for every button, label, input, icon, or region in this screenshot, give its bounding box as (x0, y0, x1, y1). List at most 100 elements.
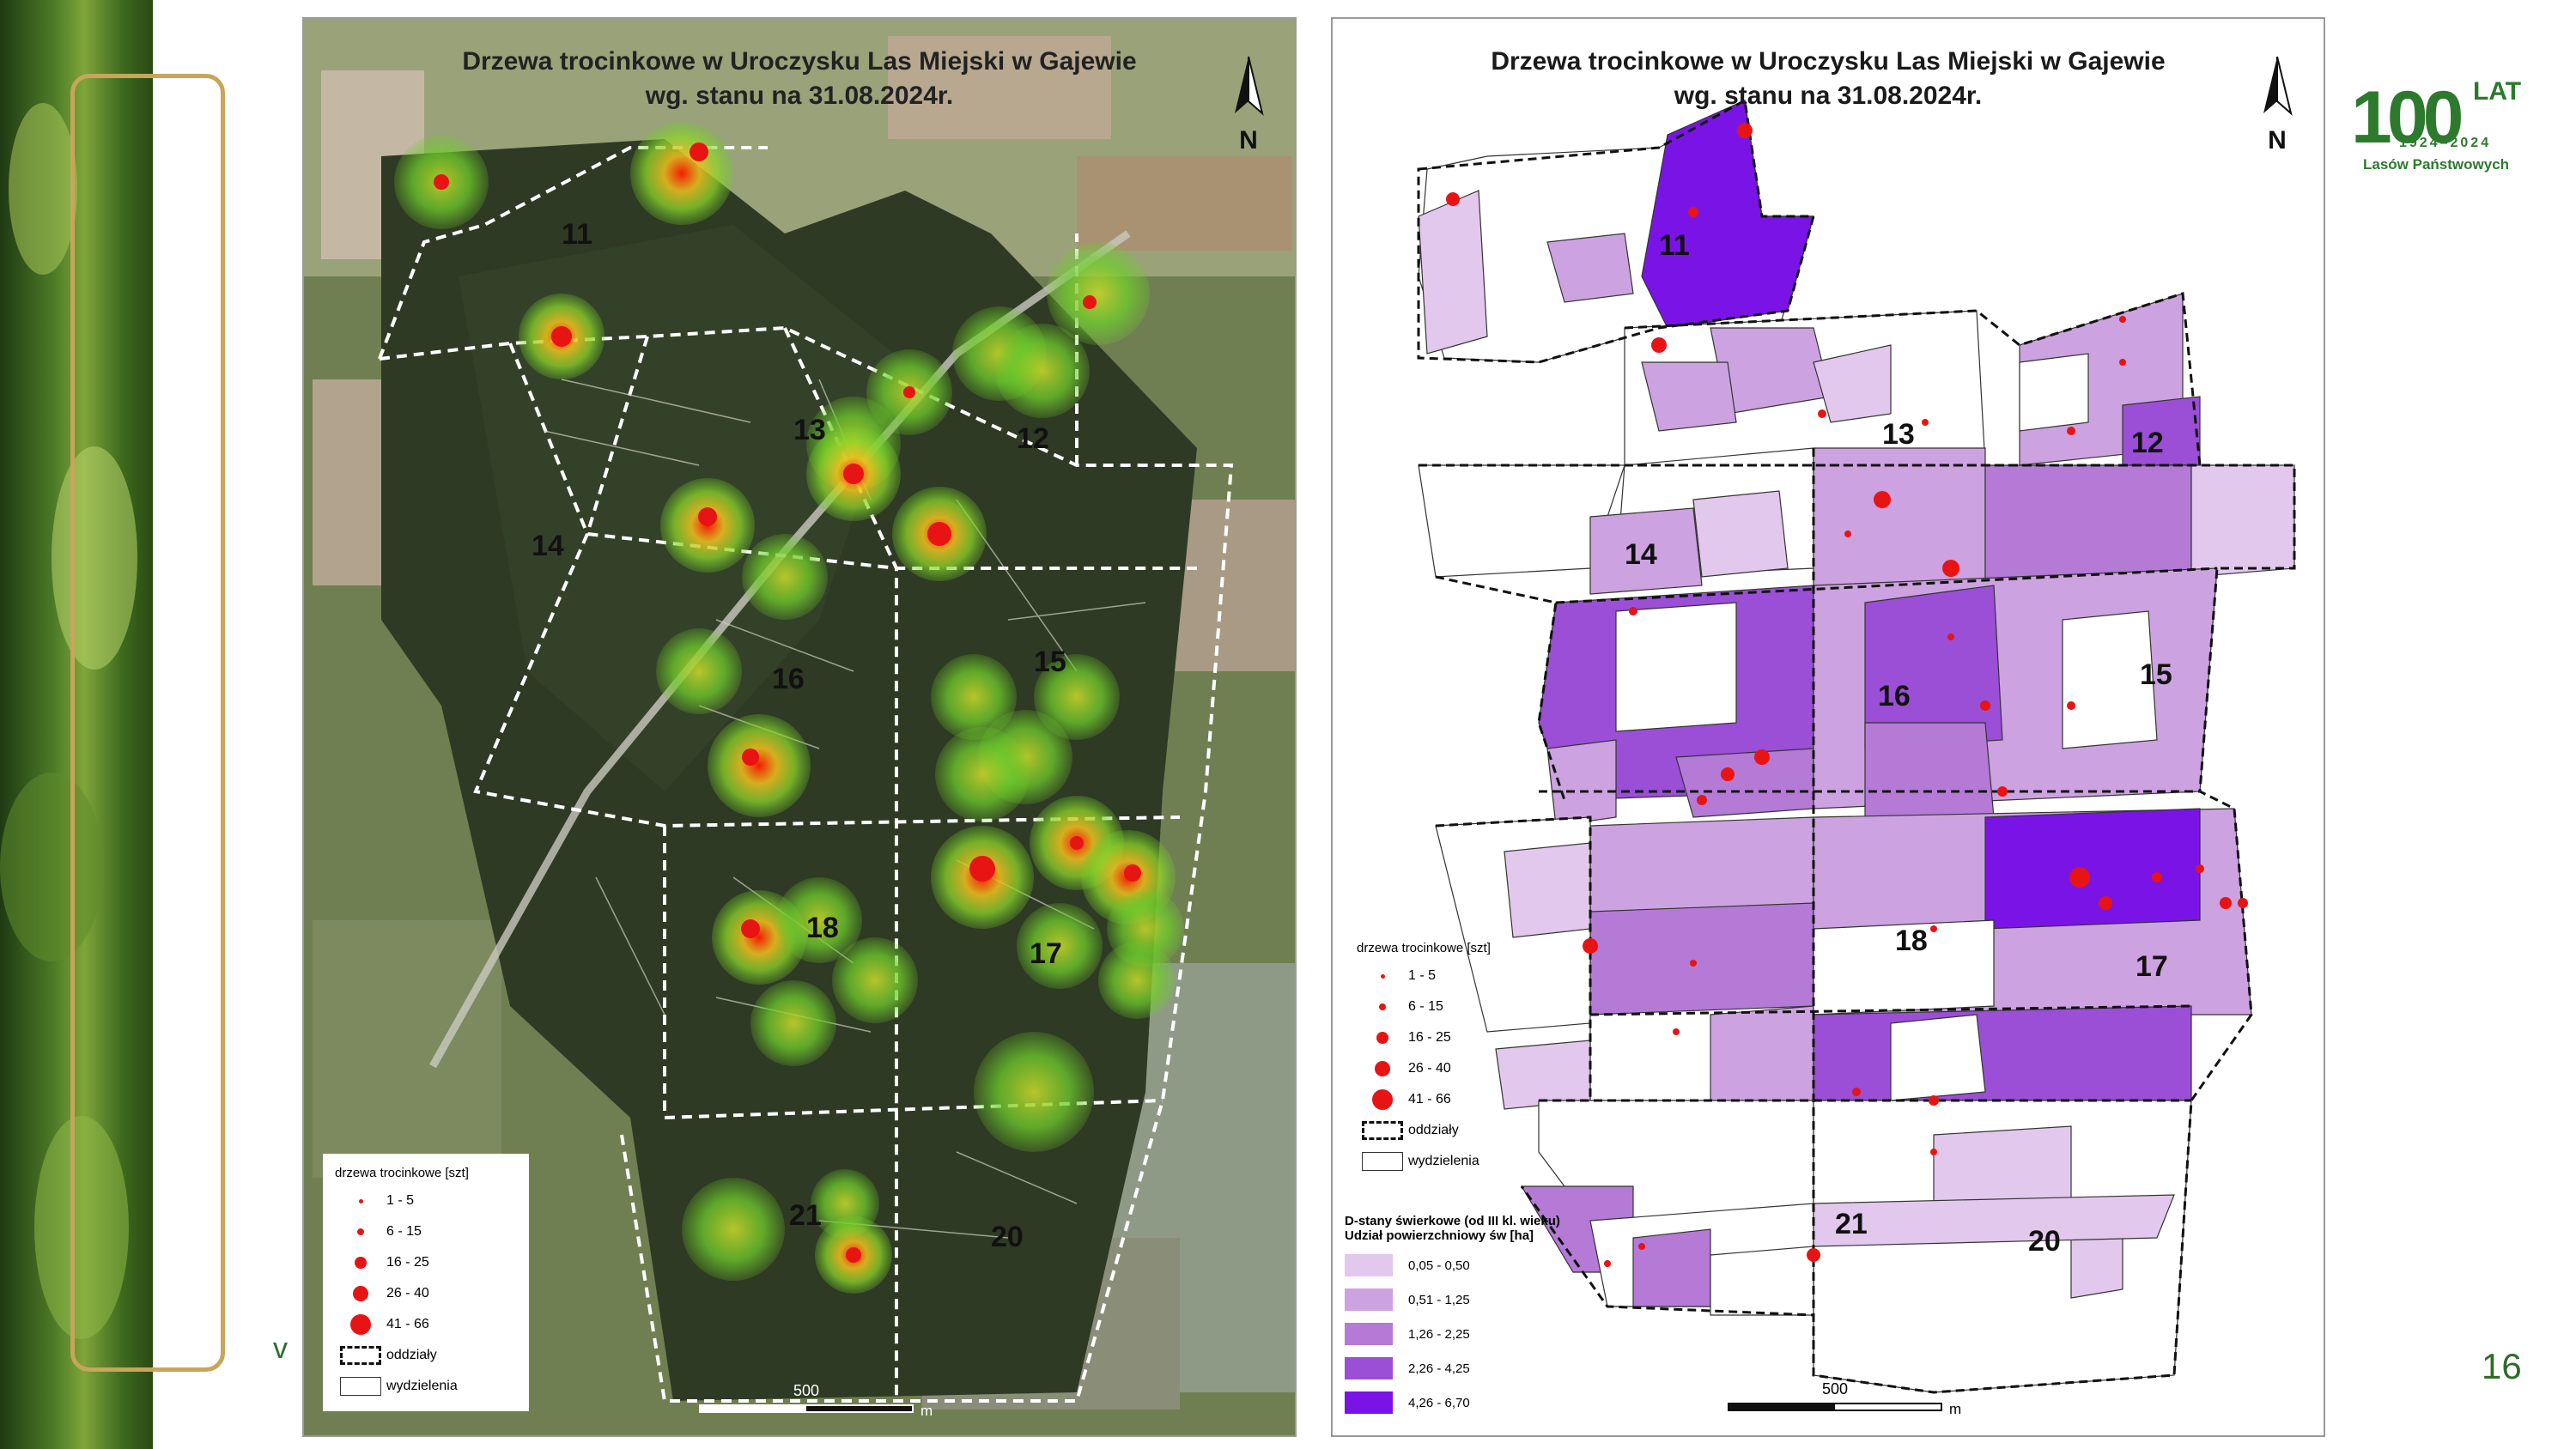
unit-label-16: 16 (1878, 680, 1911, 712)
compartment-labels: 11 12 13 14 15 16 17 18 20 21 (1625, 229, 2172, 1258)
legend-dot-3 (1376, 1032, 1388, 1044)
heatmap-hotspots (394, 122, 1184, 1294)
unit-label-14: 14 (532, 530, 564, 562)
legend-oddzialy-label: oddziały (386, 1348, 437, 1362)
forest-photo-strip (0, 0, 153, 1449)
right-legend: drzewa trocinkowe [szt] 1 - 5 6 - 15 16 … (1345, 929, 1551, 1186)
legend-dot-1 (358, 1198, 363, 1203)
legend-line-symbol (340, 1377, 381, 1396)
right-scalebar: 500 m (1728, 1380, 1985, 1417)
unit-label-11: 11 (562, 218, 592, 251)
left-legend-title: drzewa trocinkowe [szt] (335, 1166, 469, 1180)
right-legend-title: drzewa trocinkowe [szt] (1357, 941, 1491, 955)
compartment-labels: 11 12 13 14 15 16 17 18 20 21 (532, 218, 1066, 1253)
page-number: 16 (2482, 1346, 2522, 1386)
swatch-5 (1345, 1391, 1393, 1414)
legend-dot-2 (357, 1228, 364, 1235)
legend-class-label: 1 - 5 (386, 1193, 415, 1208)
unit-label-11: 11 (1659, 229, 1690, 262)
unit-label-20: 20 (2028, 1225, 2061, 1258)
legend-dashed-symbol (340, 1346, 381, 1365)
unit-label-21: 21 (789, 1199, 822, 1232)
right-map-panel: 11 12 13 14 15 16 17 18 20 21 Drzewa tro… (1331, 17, 2325, 1437)
legend-class-label: 16 - 25 (386, 1255, 429, 1270)
logo-number: 100 (2351, 76, 2464, 159)
left-map-title-line1: Drzewa trocinkowe w Uroczysku Las Miejsk… (462, 47, 1137, 76)
shade-class-label: 2,26 - 4,25 (1408, 1361, 1470, 1376)
unit-label-18: 18 (806, 912, 839, 944)
logo-years: 1924–2024 (2399, 136, 2492, 150)
scale-bar-graphic (1728, 1403, 1942, 1411)
unit-label-17: 17 (1030, 937, 1062, 970)
left-map-title-line2: wg. stanu na 31.08.2024r. (645, 82, 954, 110)
right-map-title-line2: wg. stanu na 31.08.2024r. (1674, 82, 1983, 110)
tree-count-points (1446, 123, 2248, 1267)
swatch-2 (1345, 1288, 1393, 1311)
scale-unit: m (920, 1403, 933, 1419)
legend-dot-4 (1375, 1061, 1390, 1076)
shade-class-label: 0,51 - 1,25 (1408, 1292, 1470, 1307)
legend-class-label: 26 - 40 (1408, 1061, 1451, 1076)
unit-label-15: 15 (1034, 646, 1066, 678)
legend-dashed-symbol (1362, 1121, 1403, 1140)
swatch-4 (1345, 1357, 1393, 1379)
legend-class-label: 16 - 25 (1408, 1030, 1451, 1045)
shade-class-label: 0,05 - 0,50 (1408, 1258, 1470, 1273)
swatch-1 (1345, 1254, 1393, 1276)
legend-dot-1 (1380, 973, 1385, 979)
legend-class-label: 41 - 66 (386, 1317, 429, 1331)
left-map-panel: 11 12 13 14 15 16 17 18 20 21 Drzewa tro… (302, 17, 1297, 1437)
scale-label: 500 (1822, 1380, 1849, 1397)
unit-label-12: 12 (2131, 427, 2164, 459)
north-arrow-icon: N (2251, 53, 2303, 155)
unit-label-13: 13 (793, 414, 826, 446)
unit-label-16: 16 (772, 663, 805, 695)
scale-bar-graphic (699, 1404, 914, 1413)
legend-oddzialy-label: oddziały (1408, 1123, 1459, 1137)
legend-class-label: 6 - 15 (1408, 999, 1443, 1014)
decorative-gold-frame (70, 74, 225, 1372)
lasy-panstwowe-100-logo: 100 LAT 1924–2024 Lasów Państwowych (2351, 76, 2523, 196)
left-legend: drzewa trocinkowe [szt] 1 - 5 6 - 15 16 … (323, 1154, 529, 1411)
legend-wydzielenia-label: wydzielenia (386, 1379, 458, 1393)
shade-class-label: 1,26 - 2,25 (1408, 1326, 1470, 1342)
unit-label-18: 18 (1895, 925, 1928, 957)
legend-class-label: 6 - 15 (386, 1224, 422, 1239)
logo-lat: LAT (2473, 77, 2522, 106)
shade-legend-title2: Udział powierzchniowy św [ha] (1345, 1228, 1534, 1243)
right-map-title-line1: Drzewa trocinkowe w Uroczysku Las Miejsk… (1491, 47, 2166, 76)
legend-class-label: 26 - 40 (386, 1286, 429, 1300)
shade-legend-title1: D-stany świerkowe (od III kl. wieku) (1345, 1214, 1560, 1228)
legend-class-label: 41 - 66 (1408, 1092, 1451, 1106)
legend-wydzielenia-label: wydzielenia (1408, 1154, 1479, 1168)
left-scalebar: 500 m (699, 1382, 957, 1419)
unit-label-12: 12 (1017, 422, 1049, 455)
stray-text: v (273, 1332, 288, 1365)
legend-class-label: 1 - 5 (1408, 968, 1437, 983)
right-map-title: Drzewa trocinkowe w Uroczysku Las Miejsk… (1333, 45, 2324, 113)
legend-dot-5 (1372, 1089, 1393, 1110)
north-arrow-icon: N (1223, 53, 1274, 155)
thematic-map: 11 12 13 14 15 16 17 18 20 21 (1417, 98, 2296, 1394)
satellite-map: 11 12 13 14 15 16 17 18 20 21 (304, 19, 1295, 1435)
legend-dot-2 (1379, 1003, 1386, 1010)
legend-line-symbol (1362, 1152, 1403, 1171)
left-map-title: Drzewa trocinkowe w Uroczysku Las Miejsk… (304, 45, 1295, 113)
legend-dot-3 (355, 1257, 367, 1269)
scale-label: 500 (793, 1382, 820, 1399)
north-label: N (2268, 126, 2287, 155)
unit-label-20: 20 (991, 1221, 1024, 1253)
unit-label-13: 13 (1882, 418, 1915, 451)
north-label: N (1239, 126, 1258, 155)
logo-subtitle: Lasów Państwowych (2363, 156, 2510, 173)
shade-legend: D-stany świerkowe (od III kl. wieku) Udz… (1345, 1214, 1568, 1420)
legend-dot-5 (350, 1314, 371, 1335)
swatch-3 (1345, 1323, 1393, 1345)
unit-label-17: 17 (2136, 950, 2168, 983)
unit-label-15: 15 (2140, 658, 2172, 691)
scale-unit: m (1949, 1401, 1962, 1417)
unit-label-14: 14 (1625, 538, 1657, 571)
legend-dot-4 (353, 1286, 368, 1301)
unit-label-21: 21 (1835, 1208, 1868, 1240)
shade-class-label: 4,26 - 6,70 (1408, 1395, 1470, 1410)
